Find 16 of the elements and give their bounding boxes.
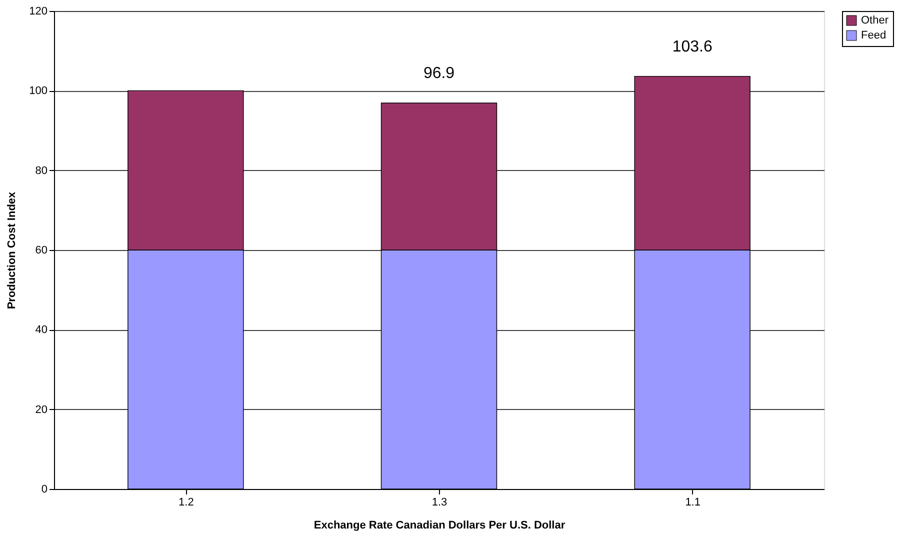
y-tick-label: 120: [29, 6, 48, 18]
x-tick-label: 1.2: [178, 496, 194, 508]
y-tick-label: 0: [41, 484, 48, 496]
y-tick-label: 20: [35, 404, 48, 416]
total-label: 96.9: [423, 65, 455, 82]
y-tick-label: 100: [29, 85, 48, 98]
legend-label: Other: [861, 14, 889, 26]
x-axis-title: Exchange Rate Canadian Dollars Per U.S. Dollar: [314, 520, 566, 532]
y-axis-title: Production Cost Index: [6, 190, 18, 310]
x-tick-label: 1.3: [432, 496, 448, 508]
legend-label: Feed: [861, 30, 886, 42]
x-tick-label: 1.1: [685, 496, 700, 508]
y-tick-label: 60: [35, 244, 48, 256]
y-tick-label: 40: [35, 324, 48, 336]
total-label: 103.6: [672, 38, 712, 56]
y-tick-label: 80: [35, 164, 48, 177]
